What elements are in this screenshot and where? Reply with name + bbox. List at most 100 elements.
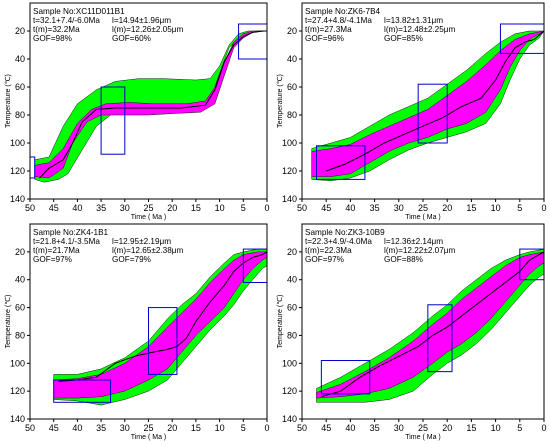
annotation-gof-len: GOF=60% <box>112 34 151 43</box>
annotation-gof-len: GOF=88% <box>384 255 423 264</box>
annotation-sample: Sample No:ZK3-10B9 <box>305 228 385 237</box>
x-tick-label: 0 <box>541 203 546 213</box>
x-tick-label: 30 <box>394 203 404 213</box>
x-tick-label: 40 <box>72 423 82 433</box>
constraint-box-1 <box>320 360 371 395</box>
constraint-box-3 <box>238 23 267 60</box>
x-tick-label: 20 <box>442 423 452 433</box>
annotation-gof-age: GOF=97% <box>305 255 344 264</box>
acceptable-fit-envelope <box>53 251 267 399</box>
x-tick-label: 20 <box>167 423 177 433</box>
y-tick-label: 140 <box>282 194 297 204</box>
x-tick-label: 45 <box>49 423 59 433</box>
y-tick-label: 80 <box>287 330 297 340</box>
annotation-sample: Sample No:ZK6-7B4 <box>305 7 381 16</box>
y-axis-label: Temperature (℃) <box>277 74 284 128</box>
x-tick-label: 35 <box>96 203 106 213</box>
x-tick-label: 0 <box>264 423 269 433</box>
y-tick-label: 20 <box>15 26 25 36</box>
annotation-sample: Sample No:XC11D011B1 <box>33 7 125 16</box>
annotation-l: l=14.94±1.96μm <box>112 16 171 25</box>
plot-area <box>311 23 544 182</box>
x-tick-label: 50 <box>297 423 307 433</box>
constraint-box-1 <box>30 156 36 179</box>
annotation-lm: l(m)=12.26±2.05μm <box>112 25 184 34</box>
x-tick-label: 30 <box>120 203 130 213</box>
constraint-box-3 <box>242 248 267 283</box>
x-tick-label: 50 <box>297 203 307 213</box>
annotation-t: t=32.1+7.4/-6.0Ma <box>33 16 100 25</box>
x-tick-label: 15 <box>191 423 201 433</box>
y-tick-label: 60 <box>287 82 297 92</box>
y-tick-label: 100 <box>10 138 25 148</box>
plot-area <box>53 248 267 406</box>
constraint-box-1 <box>53 379 112 403</box>
x-tick-label: 10 <box>215 423 225 433</box>
chart-panel-2: 50 45 40 35 30 25 20 15 10 5 014012010080604020Tim… <box>277 2 547 221</box>
acceptable-fit-envelope <box>316 251 544 399</box>
x-axis-label: Time ( Ma ) <box>131 214 167 221</box>
x-axis-label: Time ( Ma ) <box>405 434 441 441</box>
x-tick-label: 40 <box>345 423 355 433</box>
x-tick-label: 25 <box>418 423 428 433</box>
y-tick-label: 40 <box>287 54 297 64</box>
y-tick-label: 120 <box>10 386 25 396</box>
constraint-box-1 <box>316 145 366 180</box>
x-tick-label: 40 <box>72 203 82 213</box>
y-tick-label: 100 <box>10 358 25 368</box>
x-tick-label: 20 <box>442 203 452 213</box>
y-tick-label: 80 <box>15 330 25 340</box>
x-tick-label: 5 <box>517 203 522 213</box>
x-tick-label: 25 <box>143 203 153 213</box>
annotation-l: l=12.36±2.14μm <box>384 237 443 246</box>
best-fit-path <box>58 251 267 382</box>
annotation-lm: l(m)=12.22±2.07μm <box>384 246 456 255</box>
x-tick-label: 30 <box>120 423 130 433</box>
annotation-gof-len: GOF=79% <box>112 255 151 264</box>
y-axis-label: Temperature (℃) <box>5 295 12 349</box>
annotation-lm: l(m)=12.65±2.38μm <box>112 246 184 255</box>
y-tick-label: 140 <box>282 414 297 424</box>
annotation-tm: t(m)=22.3Ma <box>305 246 352 255</box>
x-tick-label: 50 <box>25 203 35 213</box>
annotation-gof-len: GOF=85% <box>384 34 423 43</box>
y-tick-label: 60 <box>15 82 25 92</box>
x-tick-label: 0 <box>541 423 546 433</box>
x-tick-label: 25 <box>418 203 428 213</box>
annotation-l: l=12.95±2.19μm <box>112 237 171 246</box>
x-tick-label: 5 <box>241 423 246 433</box>
plot-area <box>316 248 544 403</box>
best-fit-path <box>326 30 544 172</box>
annotation-lm: l(m)=12.48±2.25μm <box>384 25 456 34</box>
x-axis-label: Time ( Ma ) <box>131 434 167 441</box>
x-tick-label: 40 <box>345 203 355 213</box>
x-tick-label: 35 <box>370 203 380 213</box>
y-tick-label: 140 <box>10 414 25 424</box>
y-tick-label: 140 <box>10 194 25 204</box>
x-tick-label: 45 <box>49 203 59 213</box>
y-axis-label: Temperature (℃) <box>5 74 12 128</box>
best-fit-path <box>39 30 267 179</box>
constraint-box-2 <box>148 307 178 375</box>
y-tick-label: 120 <box>282 166 297 176</box>
annotation-t: t=22.3+4.9/-4.0Ma <box>305 237 372 246</box>
constraint-box-3 <box>499 23 544 54</box>
x-tick-label: 15 <box>466 203 476 213</box>
x-tick-label: 5 <box>241 203 246 213</box>
annotation-gof-age: GOF=97% <box>33 255 72 264</box>
y-tick-label: 40 <box>287 275 297 285</box>
annotation-t: t=27.4+4.8/-4.1Ma <box>305 16 372 25</box>
x-axis-label: Time ( Ma ) <box>405 214 441 221</box>
x-tick-label: 5 <box>517 423 522 433</box>
constraint-box-2 <box>427 304 453 373</box>
plot-area <box>30 23 267 183</box>
annotation-tm: t(m)=27.3Ma <box>305 25 352 34</box>
constraint-box-2 <box>417 83 448 144</box>
annotation-gof-age: GOF=96% <box>305 34 344 43</box>
annotation-l: l=13.82±1.31μm <box>384 16 443 25</box>
y-tick-label: 80 <box>15 110 25 120</box>
y-axis-label: Temperature (℃) <box>277 295 284 349</box>
annotation-tm: t(m)=21.7Ma <box>33 246 80 255</box>
y-tick-label: 20 <box>287 247 297 257</box>
